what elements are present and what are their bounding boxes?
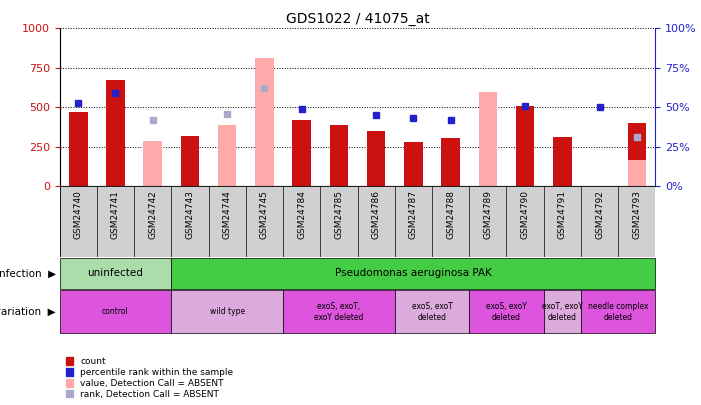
Bar (69, 112, 88, 186)
Text: GSM24786: GSM24786 (372, 190, 381, 239)
Bar (181, 136, 199, 186)
Text: GSM24792: GSM24792 (595, 190, 604, 239)
Text: Pseudomonas aeruginosa PAK: Pseudomonas aeruginosa PAK (335, 269, 492, 278)
FancyBboxPatch shape (60, 186, 655, 257)
Bar (404, 142, 423, 186)
Text: genotype/variation  ▶: genotype/variation ▶ (0, 307, 56, 317)
Bar (218, 125, 236, 186)
Bar (106, 81, 125, 186)
Bar (255, 58, 273, 186)
Bar (442, 138, 460, 186)
Bar (367, 131, 386, 186)
Text: GSM24744: GSM24744 (223, 190, 231, 239)
Title: GDS1022 / 41075_at: GDS1022 / 41075_at (285, 12, 430, 26)
Text: infection  ▶: infection ▶ (0, 269, 56, 278)
Bar (627, 123, 646, 186)
Text: exoT, exoY
deleted: exoT, exoY deleted (542, 302, 583, 322)
Text: GSM24790: GSM24790 (521, 190, 529, 239)
Text: GSM24791: GSM24791 (558, 190, 567, 239)
Text: GSM24784: GSM24784 (297, 190, 306, 239)
Bar (479, 92, 497, 186)
Text: GSM24743: GSM24743 (186, 190, 194, 239)
Text: GSM24740: GSM24740 (74, 190, 83, 239)
Text: control: control (102, 307, 129, 316)
Text: exoS, exoT,
exoY deleted: exoS, exoT, exoY deleted (314, 302, 364, 322)
Legend: count, percentile rank within the sample, value, Detection Call = ABSENT, rank, : count, percentile rank within the sample… (64, 356, 236, 401)
Bar (516, 106, 534, 186)
Text: GSM24788: GSM24788 (446, 190, 455, 239)
FancyBboxPatch shape (469, 290, 544, 333)
FancyBboxPatch shape (544, 290, 581, 333)
FancyBboxPatch shape (581, 290, 655, 333)
Text: GSM24742: GSM24742 (148, 190, 157, 239)
FancyBboxPatch shape (60, 290, 171, 333)
Text: GSM24787: GSM24787 (409, 190, 418, 239)
FancyBboxPatch shape (60, 258, 171, 289)
Bar (553, 137, 571, 186)
Text: GSM24741: GSM24741 (111, 190, 120, 239)
Bar (292, 120, 311, 186)
Text: needle complex
deleted: needle complex deleted (588, 302, 648, 322)
FancyBboxPatch shape (171, 290, 283, 333)
FancyBboxPatch shape (171, 258, 655, 289)
Text: exoS, exoT
deleted: exoS, exoT deleted (411, 302, 452, 322)
Bar (329, 125, 348, 186)
Text: GSM24745: GSM24745 (260, 190, 269, 239)
Text: wild type: wild type (210, 307, 245, 316)
Text: GSM24789: GSM24789 (484, 190, 492, 239)
Text: GSM24793: GSM24793 (632, 190, 641, 239)
Bar (144, 141, 162, 186)
FancyBboxPatch shape (395, 290, 469, 333)
Text: uninfected: uninfected (88, 269, 144, 278)
Text: exoS, exoY
deleted: exoS, exoY deleted (486, 302, 527, 322)
FancyBboxPatch shape (283, 290, 395, 333)
Bar (627, 160, 646, 186)
Text: GSM24785: GSM24785 (334, 190, 343, 239)
